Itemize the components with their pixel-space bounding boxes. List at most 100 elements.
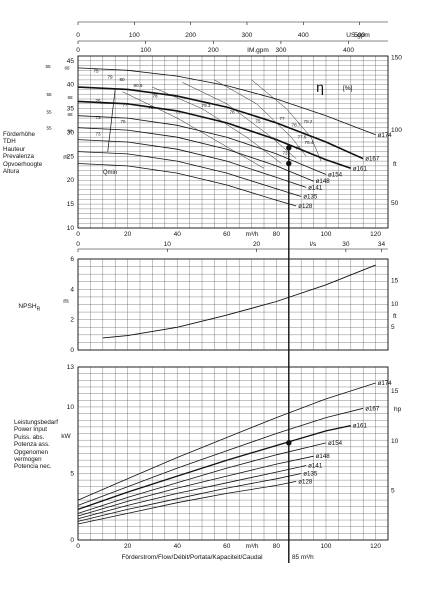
head-curve-ø174 — [77, 67, 376, 136]
efficiency-label: 78 — [229, 109, 235, 114]
efficiency-label: 75 — [295, 146, 301, 151]
power-right-tick-label: 15 — [391, 388, 399, 395]
head-ytick-label: 40 — [67, 82, 75, 89]
power-curve-ø135 — [77, 473, 302, 522]
power-xlabel: m³/h — [246, 543, 259, 550]
efficiency-label: 77 — [122, 103, 128, 108]
efficiency-label: 78 — [148, 105, 154, 110]
power-ylabel: kW — [61, 433, 71, 440]
head-curve-ø141 — [77, 139, 307, 188]
power-curve-label: ø167 — [365, 405, 380, 412]
power-ytick-label: 0 — [70, 537, 74, 544]
npsh-right-tick-label: 15 — [391, 278, 399, 285]
efficiency-iso-curve — [182, 82, 297, 159]
ls-axis-label: l/s — [310, 241, 317, 248]
imgpm-tick-label: 400 — [343, 47, 354, 54]
head-curve-ø148 — [77, 127, 314, 182]
efficiency-label: 79 — [107, 74, 113, 79]
efficiency-label: 55 — [46, 109, 52, 114]
head-curve-label: ø167 — [365, 156, 380, 163]
power-curve-ø167 — [77, 407, 364, 506]
head-ytick-label: 25 — [67, 153, 75, 160]
npsh-right-tick-label: 5 — [391, 324, 395, 331]
efficiency-label: 79.3 — [202, 103, 211, 108]
efficiency-label: 68 — [67, 112, 73, 117]
head-ytick-label: 20 — [67, 177, 75, 184]
head-ytick-label: 45 — [67, 58, 75, 65]
npsh-sub: R — [36, 306, 41, 313]
head-curve-ø154 — [77, 115, 327, 175]
head-right-tick-label: 150 — [391, 54, 402, 61]
imgpm-tick-label: 0 — [76, 47, 80, 54]
ls-tick-label: 20 — [253, 241, 261, 248]
power-curve-ø141 — [77, 465, 307, 520]
head-frame — [77, 55, 389, 229]
efficiency-label: 73 — [282, 150, 288, 155]
efficiency-label: 75 — [93, 69, 99, 74]
efficiency-label: 77 — [279, 116, 285, 121]
efficiency-label: 78 — [152, 94, 158, 99]
qmin-label: Qmin — [103, 170, 117, 176]
flow-footer-value: 85 m³/h — [292, 554, 314, 561]
head-right-tick-label: 100 — [391, 127, 402, 134]
efficiency-label: 68 — [64, 65, 70, 70]
head-xtick-label: 80 — [273, 231, 281, 238]
head-xtick-label: 120 — [370, 231, 381, 238]
power-xtick-label: 80 — [273, 543, 281, 550]
power-right-tick-label: 10 — [391, 438, 399, 445]
ls-tick-label: 10 — [164, 241, 172, 248]
npsh-axis-description: NPSHR — [11, 296, 40, 322]
head-xtick-label: 0 — [76, 231, 80, 238]
efficiency-label: 75 — [255, 118, 261, 123]
npsh-right-tick-label: 10 — [391, 301, 399, 308]
efficiency-iso-curve — [152, 86, 282, 164]
head-curve-label: ø135 — [303, 193, 318, 200]
power-xtick-label: 60 — [223, 543, 231, 550]
npsh-ylabel: m — [63, 298, 68, 305]
usgpm-tick-label: 400 — [298, 32, 309, 39]
npsh-frame — [77, 258, 389, 351]
power-xtick-label: 40 — [174, 543, 182, 550]
qmin-line — [107, 89, 116, 152]
head-curve-ø167 — [77, 86, 364, 160]
efficiency-label: 55 — [45, 64, 51, 69]
head-curve-ø161 — [77, 100, 352, 170]
power-curve-ø161 — [77, 424, 351, 511]
efficiency-label: 73 — [95, 131, 101, 136]
power-xtick-label: 100 — [321, 543, 332, 550]
power-curve-label: ø154 — [328, 440, 343, 447]
efficiency-iso-curve — [122, 91, 265, 169]
head-curve-label: ø148 — [316, 178, 331, 185]
efficiency-label: 75 — [95, 98, 101, 103]
npsh-right-axis-label: ft — [393, 313, 397, 320]
head-curve-label: ø174 — [378, 132, 393, 139]
power-curve-label: ø135 — [303, 470, 318, 477]
imgpm-axis-label: IM.gpm — [247, 47, 269, 54]
power-xtick-label: 0 — [76, 543, 80, 550]
efficiency-label: 55 — [46, 92, 52, 97]
head-ytick-label: 10 — [67, 225, 75, 232]
imgpm-tick-label: 100 — [140, 47, 151, 54]
efficiency-label: 76.4 — [305, 140, 314, 145]
power-curve-label: ø161 — [353, 423, 368, 430]
head-xtick-label: 60 — [223, 231, 231, 238]
efficiency-label: 68 — [67, 95, 73, 100]
npsh-ytick-label: 2 — [70, 317, 74, 324]
usgpm-tick-label: 200 — [185, 32, 196, 39]
head-curve-label: ø141 — [308, 184, 323, 191]
ls-tick-label: 0 — [76, 241, 80, 248]
head-curve-label: ø128 — [298, 203, 313, 210]
power-curve-ø128 — [77, 481, 297, 525]
efficiency-unit: [%] — [343, 85, 353, 92]
head-curve-label: ø161 — [353, 165, 368, 172]
efficiency-label: 78.2 — [304, 119, 313, 124]
efficiency-label: 55 — [46, 126, 52, 131]
power-curve-ø148 — [77, 455, 314, 517]
power-xtick-label: 120 — [370, 543, 381, 550]
head-xtick-label: 40 — [174, 231, 182, 238]
efficiency-label: 80.5 — [134, 83, 143, 88]
power-right-axis-label: hp — [394, 406, 402, 413]
imgpm-tick-label: 200 — [208, 47, 219, 54]
